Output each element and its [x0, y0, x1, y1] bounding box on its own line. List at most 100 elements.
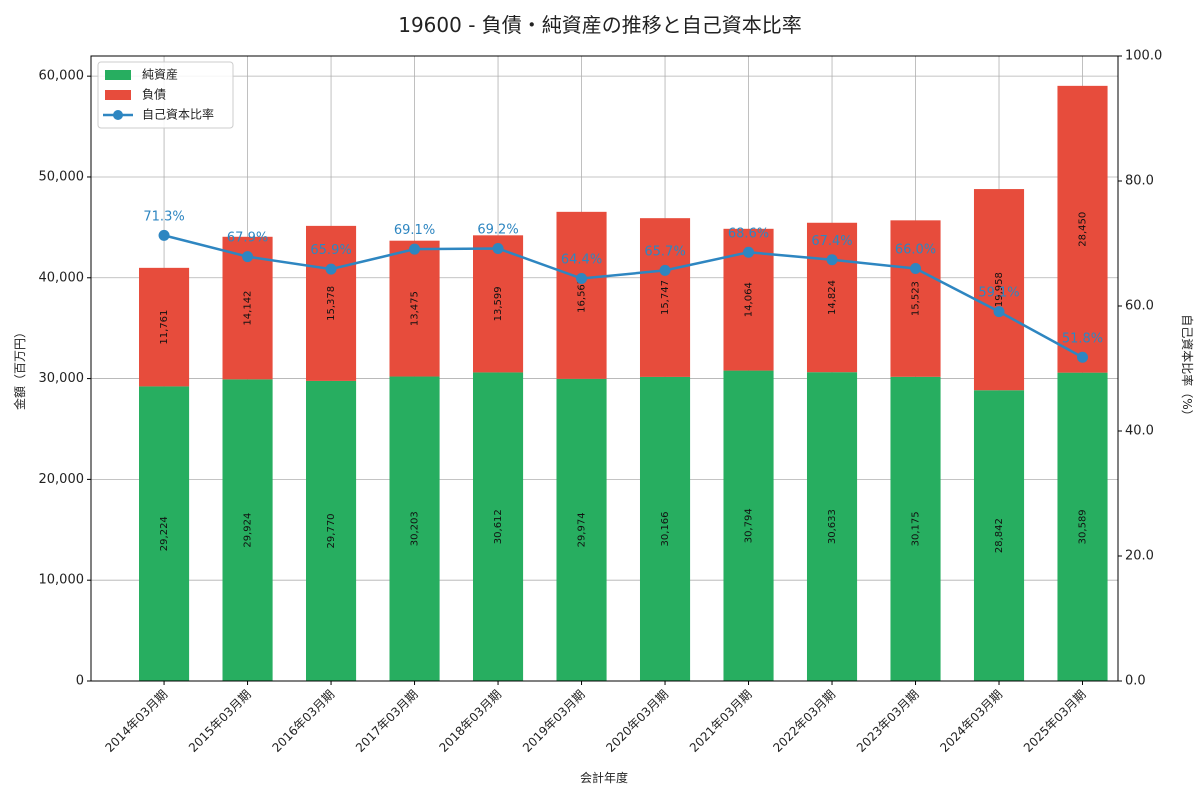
point-equity-ratio: [993, 306, 1005, 318]
x-tick-label: 2019年03月期: [520, 687, 588, 755]
point-label-equity-ratio: 65.9%: [310, 243, 351, 258]
point-equity-ratio: [325, 263, 337, 275]
bar-net-assets: [389, 376, 440, 681]
y-tick-label-left: 60,000: [39, 69, 85, 84]
x-axis-label: 会計年度: [580, 770, 628, 785]
bar-label-net-assets: 29,770: [326, 513, 337, 548]
plot-frame: [90, 55, 1119, 682]
bar-label-net-assets: 30,203: [410, 511, 421, 546]
point-label-equity-ratio: 67.4%: [811, 234, 852, 249]
bars-layer: 29,224 11,761 29,924 14,142 29,770 15,378 30,2…: [139, 85, 1108, 681]
bar-label-net-assets: 29,924: [243, 513, 254, 548]
y-tick-label-left: 20,000: [39, 472, 85, 487]
bar-net-assets: [973, 390, 1025, 681]
chart-title: 19600 - 負債・純資産の推移と自己資本比率: [398, 13, 802, 37]
x-tick-label: 2025年03月期: [1021, 687, 1089, 755]
legend-frame: [97, 61, 234, 129]
y-tick-label-right: 60.0: [1125, 299, 1154, 314]
point-label-equity-ratio: 71.3%: [143, 209, 184, 224]
bar-liabilities: [890, 220, 941, 377]
bar-label-net-assets: 30,794: [744, 508, 755, 543]
point-equity-ratio: [659, 264, 671, 276]
y-tick-label-right: 20.0: [1125, 549, 1154, 564]
bar-net-assets: [556, 378, 607, 681]
legend-swatch-liabilities: [105, 90, 131, 100]
point-equity-ratio: [158, 229, 170, 241]
line-layer: 71.3% 67.9% 65.9% 69.1% 69.2% 64.4% 65.7% 68.6%…: [143, 209, 1103, 363]
bar-net-assets: [1057, 372, 1108, 681]
bar-label-net-assets: 28,842: [994, 518, 1005, 553]
bar-label-liabilities: 15,378: [326, 286, 337, 321]
bar-net-assets: [139, 386, 190, 681]
x-tick-label: 2022年03月期: [770, 687, 838, 755]
point-label-equity-ratio: 64.4%: [561, 253, 602, 268]
bar-liabilities: [139, 267, 190, 387]
bar-net-assets: [306, 380, 357, 681]
bar-label-net-assets: 30,175: [911, 511, 922, 546]
bar-label-net-assets: 29,974: [577, 512, 588, 547]
bar-net-assets: [723, 370, 774, 681]
point-label-equity-ratio: 66.0%: [895, 243, 936, 258]
point-label-equity-ratio: 69.1%: [394, 223, 435, 238]
y-tick-label-left: 50,000: [39, 169, 85, 184]
point-equity-ratio: [576, 273, 588, 284]
legend-label-net-assets: 純資産: [142, 67, 178, 82]
y-axis-left-label: 金額（百万円）: [12, 326, 27, 410]
x-tick-label: 2021年03月期: [687, 687, 755, 755]
point-equity-ratio: [743, 246, 755, 258]
y-tick-label-left: 30,000: [39, 371, 85, 386]
x-tick-label: 2024年03月期: [937, 687, 1005, 755]
bar-label-liabilities: 14,142: [243, 291, 254, 326]
point-equity-ratio: [242, 251, 254, 263]
bar-label-liabilities: 15,747: [660, 280, 671, 315]
x-tick-label: 2018年03月期: [436, 687, 504, 755]
point-label-equity-ratio: 51.8%: [1062, 331, 1103, 346]
bar-net-assets: [806, 372, 858, 681]
bar-label-liabilities: 14,064: [744, 282, 755, 317]
bar-liabilities: [306, 225, 357, 381]
bar-label-liabilities: 13,599: [493, 286, 504, 321]
y-axis-right-label: 自己資本比率（%）: [1180, 314, 1195, 421]
bar-liabilities: [1057, 85, 1108, 373]
x-tick-label: 2016年03月期: [269, 687, 337, 755]
bar-liabilities: [472, 235, 524, 373]
bar-label-liabilities: 14,824: [827, 280, 838, 315]
x-tick-label: 2015年03月期: [186, 687, 254, 755]
point-equity-ratio: [910, 263, 922, 274]
bar-label-liabilities: 11,761: [159, 310, 170, 345]
x-tick-label: 2023年03月期: [854, 687, 922, 755]
bar-label-net-assets: 30,612: [493, 509, 504, 544]
bar-label-liabilities: 28,450: [1078, 212, 1089, 247]
y-tick-label-right: 100.0: [1125, 49, 1162, 64]
y-tick-label-right: 0.0: [1125, 674, 1146, 689]
point-equity-ratio: [1077, 351, 1089, 363]
bar-net-assets: [222, 379, 273, 681]
legend-label-equity-ratio: 自己資本比率: [142, 107, 214, 122]
y-tick-label-left: 0: [76, 674, 84, 689]
point-label-equity-ratio: 59.1%: [978, 286, 1019, 301]
bar-liabilities: [973, 189, 1025, 391]
point-equity-ratio: [409, 243, 421, 255]
bar-label-liabilities: 13,475: [410, 291, 421, 326]
legend-marker-equity-ratio: [113, 110, 123, 120]
point-equity-ratio: [826, 254, 838, 266]
point-label-equity-ratio: 69.2%: [477, 223, 518, 238]
legend-swatch-net-assets: [105, 70, 131, 80]
point-label-equity-ratio: 67.9%: [227, 231, 268, 246]
y-tick-label-right: 40.0: [1125, 424, 1154, 439]
x-tick-label: 2020年03月期: [603, 687, 671, 755]
bar-net-assets: [890, 376, 941, 681]
bar-label-net-assets: 30,589: [1078, 509, 1089, 544]
point-equity-ratio: [492, 243, 504, 254]
bar-label-liabilities: 15,523: [911, 281, 922, 316]
bar-net-assets: [472, 372, 524, 681]
bar-liabilities: [639, 218, 691, 377]
bar-label-liabilities: 16,567: [577, 278, 588, 313]
bar-net-assets: [639, 376, 691, 681]
legend-label-liabilities: 負債: [142, 87, 166, 102]
bar-label-net-assets: 29,224: [159, 516, 170, 551]
point-label-equity-ratio: 65.7%: [644, 244, 685, 259]
